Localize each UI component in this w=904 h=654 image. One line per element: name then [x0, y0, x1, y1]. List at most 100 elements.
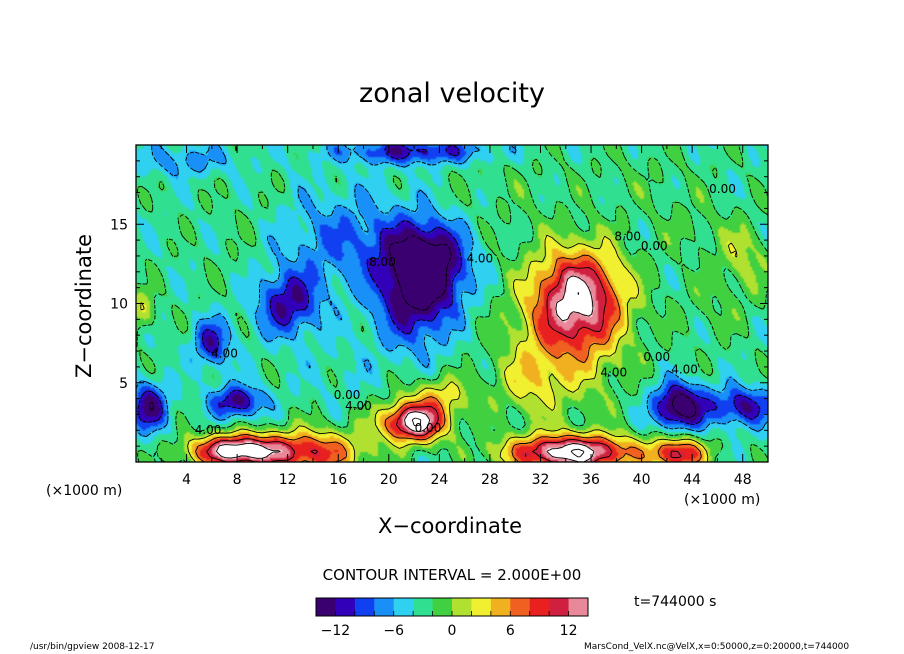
colorbar-swatch [520, 598, 526, 616]
colorbar-swatch [461, 598, 467, 616]
contour-label: 4.00 [211, 347, 238, 361]
colorbar-tick-label: 0 [448, 623, 457, 639]
contour-label: 0.00 [709, 182, 736, 196]
colorbar-swatch [359, 598, 365, 616]
colorbar-swatch [398, 598, 404, 616]
colorbar-swatch [330, 598, 336, 616]
colorbar-swatch [379, 598, 385, 616]
y-tick-label: 15 [110, 217, 128, 233]
contour-interval-label: CONTOUR INTERVAL = 2.000E+00 [322, 566, 582, 584]
colorbar-swatch [432, 598, 438, 616]
y-tick-label: 10 [110, 297, 128, 313]
colorbar-swatch [403, 598, 409, 616]
colorbar-swatch [471, 598, 477, 616]
colorbar-swatch [456, 598, 463, 616]
x-tick-label: 48 [734, 472, 752, 488]
colorbar-tick-label: 6 [506, 623, 515, 639]
x-axis-ticks: 4 8 12 16 20 24 28 32 36 40 44 48 [160, 145, 769, 488]
x-axis-label: X−coordinate [378, 514, 522, 538]
contour-label: 4.00 [466, 252, 493, 266]
colorbar-swatch [495, 598, 501, 616]
colorbar-swatch [369, 598, 375, 616]
contour-labels: 0.008.000.008.00 4.004.004.000.004.000.00… [195, 182, 736, 437]
colorbar-swatch [442, 598, 448, 616]
colorbar-swatch [476, 598, 482, 616]
y-axis-ticks: 5 10 15 [110, 160, 768, 447]
colorbar-tick-label: −6 [383, 623, 404, 639]
chart-title: zonal velocity [359, 78, 545, 109]
colorbar-swatch [554, 598, 560, 616]
colorbar-swatch [500, 598, 506, 616]
x-tick-label: 8 [233, 472, 242, 488]
colorbar-swatch [437, 598, 443, 616]
plot-area: 0.008.000.008.00 4.004.004.000.004.000.00… [135, 144, 769, 463]
colorbar-swatch [534, 598, 540, 616]
contour-label: 0.00 [415, 421, 442, 435]
x-tick-label: 4 [182, 472, 191, 488]
colorbar-swatch [466, 598, 472, 616]
x-tick-label: 44 [683, 472, 701, 488]
y-tick-label: 5 [119, 376, 128, 392]
contour-line--6 [135, 144, 769, 437]
contour-label: 4.00 [195, 423, 222, 437]
colorbar-swatch [558, 598, 565, 616]
colorbar-swatch [486, 598, 492, 616]
colorbar-swatch [393, 598, 399, 616]
contour-line-18 [411, 292, 585, 458]
contour-line--2 [135, 144, 769, 463]
colorbar-swatch [325, 598, 331, 616]
colorbar-swatch [452, 598, 458, 616]
colorbar-swatch [422, 598, 429, 616]
colorbar-swatch [481, 598, 487, 616]
x-unit-label-right: (×1000 m) [684, 492, 761, 508]
colorbar-swatch [539, 598, 545, 616]
colorbar-swatch [563, 598, 569, 616]
x-tick-label: 40 [633, 472, 651, 488]
colorbar-swatch [320, 598, 327, 616]
contour-label: 0.00 [641, 239, 668, 253]
x-unit-label-left: (×1000 m) [46, 483, 123, 499]
colorbar-swatch [544, 598, 550, 616]
colorbar-swatch [374, 598, 380, 616]
colorbar: −12 −6 0 6 12 [315, 597, 589, 639]
colorbar-swatch [490, 598, 497, 616]
colorbar-swatch [384, 598, 390, 616]
contour-label: 4.00 [671, 363, 698, 377]
contour-line-10 [206, 266, 682, 463]
colorbar-swatch [583, 598, 589, 616]
colorbar-swatch [364, 598, 370, 616]
colorbar-swatch [568, 598, 574, 616]
colorbar-swatch [515, 598, 521, 616]
colorbar-swatch [447, 598, 453, 616]
colorbar-swatch [505, 598, 511, 616]
x-tick-label: 12 [279, 472, 297, 488]
contour-label: 4.00 [600, 366, 627, 380]
colorbar-swatch [408, 598, 414, 616]
colorbar-swatch [549, 598, 555, 616]
contour-label: 0.00 [334, 388, 361, 402]
contour-line--10 [137, 144, 761, 426]
footer-program: /usr/bin/gpview 2008-12-17 [30, 642, 155, 652]
contour-label: 8.00 [614, 229, 641, 243]
colorbar-swatch [354, 598, 361, 616]
colorbar-swatch [510, 598, 516, 616]
colorbar-swatch [524, 598, 531, 616]
colorbar-tick-label: 12 [560, 623, 578, 639]
contour-label: 4.00 [345, 399, 372, 413]
x-tick-label: 16 [329, 472, 347, 488]
contour-label: 0.00 [643, 350, 670, 364]
colorbar-swatch [388, 598, 395, 616]
colorbar-swatch [578, 598, 584, 616]
colorbar-swatch [413, 598, 419, 616]
x-tick-label: 28 [481, 472, 499, 488]
colorbar-swatch [345, 598, 351, 616]
colorbar-swatch [340, 598, 346, 616]
contour-line-6 [195, 254, 702, 463]
contour-line--14 [149, 235, 697, 418]
contour-lines [135, 144, 769, 463]
colorbar-swatch [418, 598, 424, 616]
colorbar-tick-label: −12 [321, 623, 351, 639]
footer-source: MarsCond_VelX.nc@VelX,x=0:50000,z=0:2000… [584, 642, 850, 652]
colorbar-swatch [316, 598, 322, 616]
